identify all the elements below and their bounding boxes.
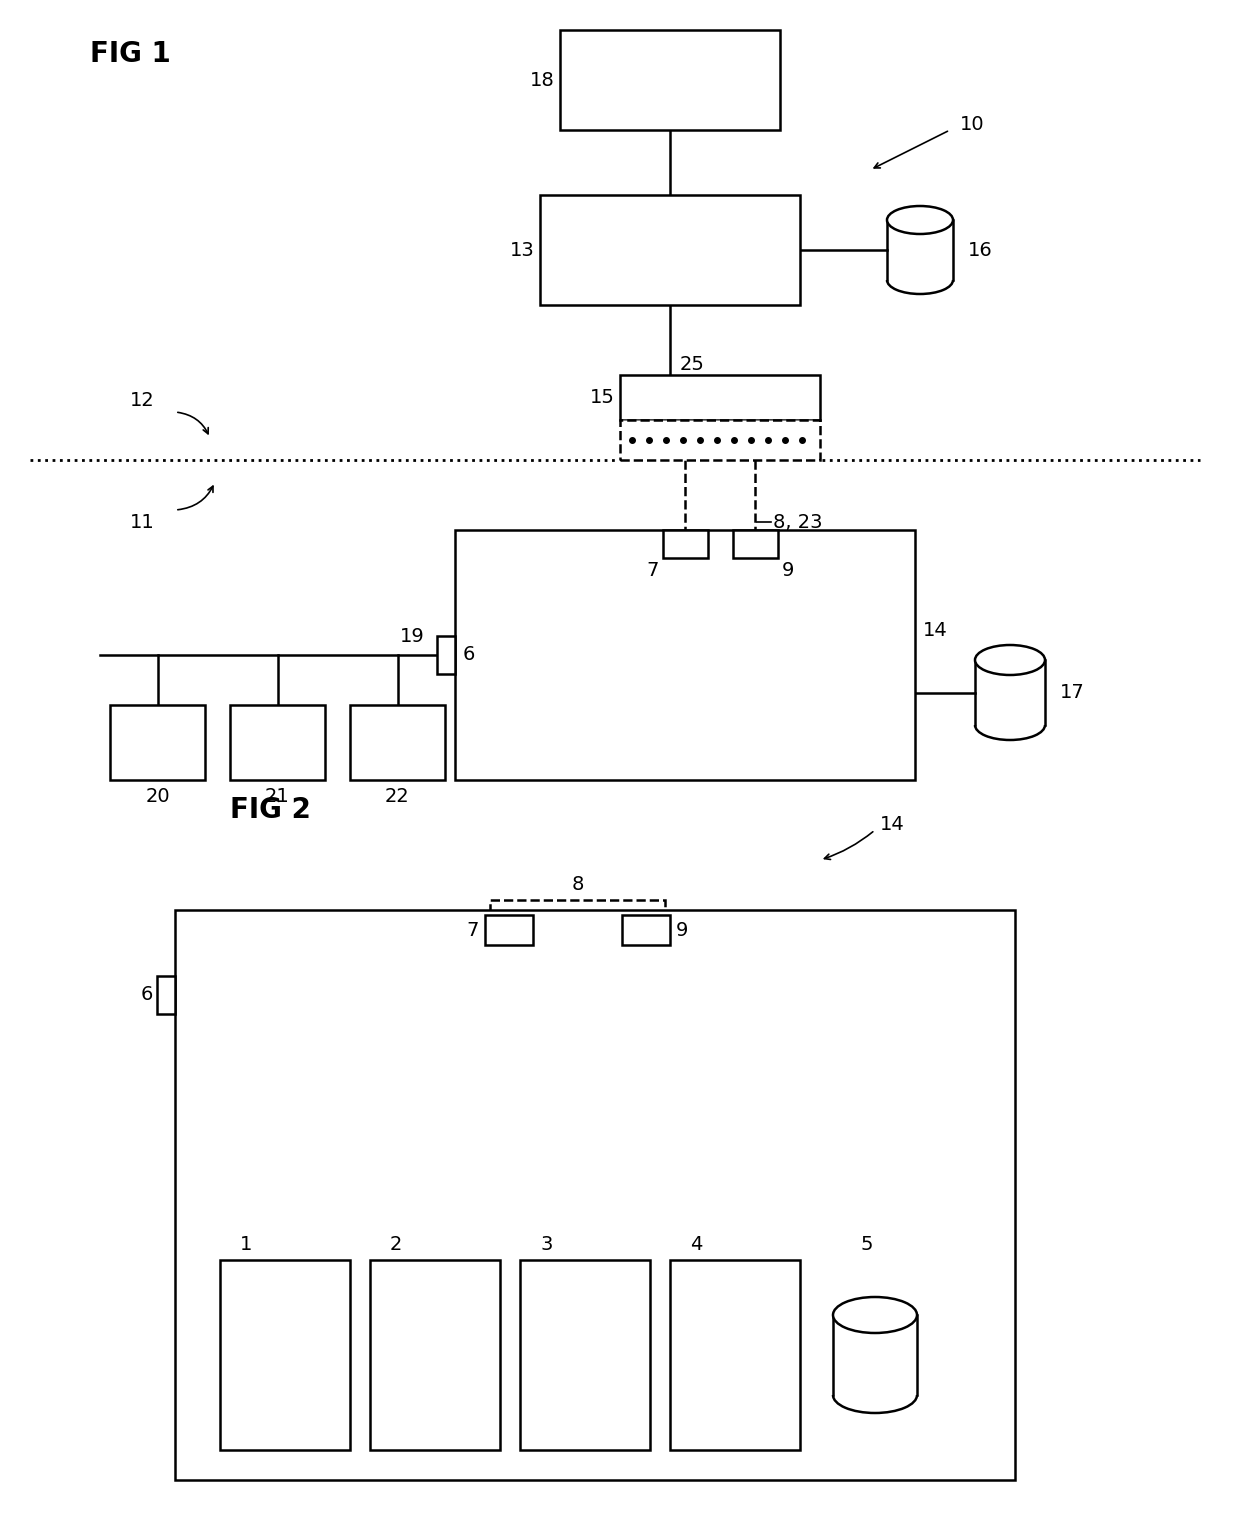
Bar [620, 420, 820, 460]
Text: 18: 18 [531, 71, 556, 89]
Bar [560, 31, 780, 130]
Text: 3: 3 [539, 1235, 552, 1255]
Text: 17: 17 [1060, 683, 1085, 703]
Bar [229, 706, 325, 779]
Text: 2: 2 [391, 1235, 402, 1255]
Text: 15: 15 [590, 388, 615, 407]
Ellipse shape [887, 206, 954, 235]
Text: 14: 14 [923, 620, 947, 640]
Bar [175, 910, 1016, 1480]
Bar [157, 976, 175, 1014]
Text: 10: 10 [960, 115, 985, 135]
Text: FIG 2: FIG 2 [229, 796, 311, 824]
Text: 9: 9 [782, 560, 795, 580]
Ellipse shape [975, 644, 1045, 675]
Text: 6: 6 [140, 985, 153, 1005]
Text: 12: 12 [130, 391, 155, 410]
Bar [455, 531, 915, 779]
Ellipse shape [833, 1298, 918, 1333]
Text: 11: 11 [130, 512, 155, 531]
Text: 8: 8 [572, 876, 584, 894]
Bar [110, 706, 205, 779]
Text: 9: 9 [676, 920, 688, 939]
Text: 20: 20 [145, 787, 170, 805]
Bar [663, 531, 708, 558]
Bar [539, 195, 800, 305]
Text: 13: 13 [510, 241, 534, 259]
Bar [350, 706, 445, 779]
Bar [436, 637, 455, 673]
Ellipse shape [833, 1298, 918, 1333]
Text: 21: 21 [265, 787, 290, 805]
Text: 1: 1 [241, 1235, 253, 1255]
Text: 25: 25 [680, 356, 704, 374]
Bar [520, 1259, 650, 1450]
Text: 19: 19 [401, 627, 425, 646]
Text: 14: 14 [880, 816, 905, 834]
Text: 4: 4 [689, 1235, 702, 1255]
Text: 7: 7 [466, 920, 479, 939]
Text: 16: 16 [968, 241, 993, 259]
Bar [733, 531, 777, 558]
Bar [370, 1259, 500, 1450]
Text: FIG 1: FIG 1 [91, 40, 171, 67]
Bar [622, 914, 670, 945]
Text: 8, 23: 8, 23 [773, 512, 822, 531]
Bar [490, 900, 665, 1009]
Bar [670, 1259, 800, 1450]
Bar [485, 914, 533, 945]
Ellipse shape [975, 644, 1045, 675]
Bar [620, 374, 820, 420]
Text: 5: 5 [861, 1235, 873, 1255]
Text: 7: 7 [646, 560, 658, 580]
Ellipse shape [887, 206, 954, 235]
Text: 22: 22 [386, 787, 410, 805]
Text: 6: 6 [463, 646, 475, 664]
Bar [219, 1259, 350, 1450]
